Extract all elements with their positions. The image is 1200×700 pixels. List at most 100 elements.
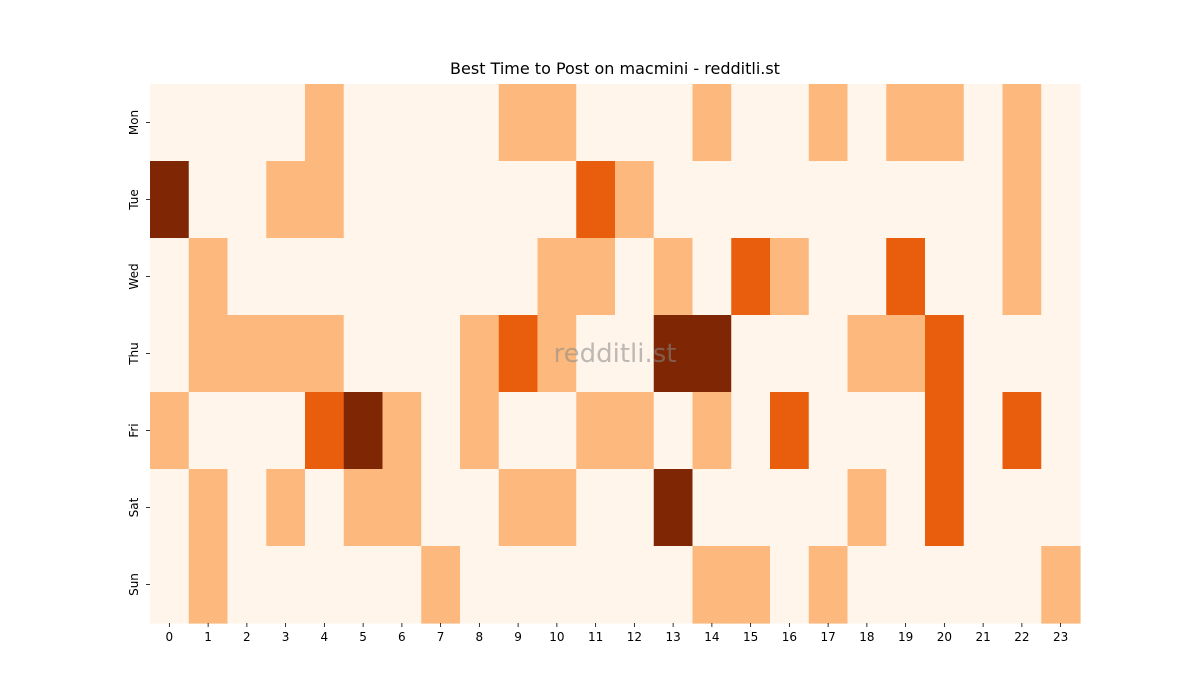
heatmap-cell-thu-16 bbox=[770, 315, 810, 393]
heatmap-cell-fri-5 bbox=[343, 392, 384, 470]
heatmap-cell-fri-16 bbox=[770, 392, 810, 470]
heatmap-cell-tue-4 bbox=[305, 161, 345, 239]
heatmap-cell-sat-12 bbox=[615, 469, 655, 547]
heatmap-cell-thu-13 bbox=[653, 315, 694, 393]
heatmap-cell-tue-1 bbox=[188, 161, 229, 239]
heatmap-cell-sat-22 bbox=[1002, 469, 1042, 547]
heatmap-cell-mon-1 bbox=[188, 84, 229, 162]
heatmap-cell-mon-3 bbox=[266, 84, 306, 162]
heatmap-cell-thu-2 bbox=[227, 315, 267, 393]
heatmap-cell-tue-0 bbox=[150, 161, 190, 239]
heatmap-cell-wed-23 bbox=[1041, 238, 1081, 316]
heatmap-cell-sun-2 bbox=[227, 546, 267, 624]
heatmap-cell-wed-0 bbox=[150, 238, 190, 316]
heatmap-cell-wed-3 bbox=[266, 238, 306, 316]
x-tick-label: 8 bbox=[476, 630, 484, 644]
heatmap-cell-sun-19 bbox=[886, 546, 926, 624]
x-tick-label: 22 bbox=[1014, 630, 1029, 644]
x-tick-label: 16 bbox=[782, 630, 797, 644]
heatmap-cell-fri-1 bbox=[188, 392, 229, 470]
heatmap-cell-sat-3 bbox=[266, 469, 306, 547]
heatmap-cell-mon-0 bbox=[150, 84, 190, 162]
heatmap-cell-sat-10 bbox=[537, 469, 577, 547]
x-tick-label: 2 bbox=[243, 630, 251, 644]
heatmap-cell-sat-15 bbox=[731, 469, 771, 547]
x-tick-label: 0 bbox=[166, 630, 174, 644]
heatmap-cell-fri-20 bbox=[925, 392, 965, 470]
heatmap-cell-fri-4 bbox=[305, 392, 345, 470]
heatmap-cell-wed-17 bbox=[808, 238, 849, 316]
x-tick-label: 3 bbox=[282, 630, 290, 644]
heatmap-cell-sun-9 bbox=[498, 546, 539, 624]
x-tick-label: 12 bbox=[627, 630, 642, 644]
x-tick-label: 13 bbox=[665, 630, 680, 644]
heatmap-cell-sun-14 bbox=[692, 546, 732, 624]
heatmap-cell-mon-22 bbox=[1002, 84, 1042, 162]
heatmap-cell-thu-10 bbox=[537, 315, 577, 393]
heatmap-cell-thu-1 bbox=[188, 315, 229, 393]
heatmap-cell-sat-5 bbox=[343, 469, 384, 547]
heatmap-cell-thu-3 bbox=[266, 315, 306, 393]
y-tick-label: Tue bbox=[127, 189, 141, 211]
x-tick-label: 19 bbox=[898, 630, 913, 644]
heatmap-cell-sat-1 bbox=[188, 469, 229, 547]
heatmap-cell-sat-4 bbox=[305, 469, 345, 547]
heatmap-cell-mon-17 bbox=[808, 84, 849, 162]
heatmap-cell-fri-23 bbox=[1041, 392, 1081, 470]
heatmap-cell-fri-22 bbox=[1002, 392, 1042, 470]
heatmap-cell-sun-7 bbox=[421, 546, 461, 624]
heatmap-cell-sat-9 bbox=[498, 469, 539, 547]
heatmap-cell-sat-14 bbox=[692, 469, 732, 547]
heatmap-cell-tue-11 bbox=[576, 161, 616, 239]
heatmap-cell-fri-14 bbox=[692, 392, 732, 470]
heatmap-cell-tue-19 bbox=[886, 161, 926, 239]
heatmap-cell-mon-6 bbox=[382, 84, 422, 162]
heatmap-cell-thu-21 bbox=[963, 315, 1004, 393]
heatmap-cell-sat-6 bbox=[382, 469, 422, 547]
heatmap-cell-mon-21 bbox=[963, 84, 1004, 162]
x-tick-label: 10 bbox=[549, 630, 564, 644]
heatmap-cell-sat-19 bbox=[886, 469, 926, 547]
x-tick-label: 23 bbox=[1053, 630, 1068, 644]
heatmap-cell-sun-13 bbox=[653, 546, 694, 624]
heatmap-cell-tue-23 bbox=[1041, 161, 1081, 239]
heatmap-cell-thu-11 bbox=[576, 315, 616, 393]
heatmap-cell-tue-12 bbox=[615, 161, 655, 239]
y-tick-label: Sun bbox=[127, 573, 141, 596]
heatmap-cell-mon-11 bbox=[576, 84, 616, 162]
x-tick-label: 5 bbox=[359, 630, 367, 644]
heatmap-cell-mon-10 bbox=[537, 84, 577, 162]
heatmap-cell-wed-22 bbox=[1002, 238, 1042, 316]
heatmap-cell-mon-15 bbox=[731, 84, 771, 162]
heatmap-cell-wed-15 bbox=[731, 238, 771, 316]
x-tick-label: 11 bbox=[588, 630, 603, 644]
heatmap-cell-sun-6 bbox=[382, 546, 422, 624]
heatmap-cell-fri-19 bbox=[886, 392, 926, 470]
heatmap-cell-wed-13 bbox=[653, 238, 694, 316]
heatmap-cell-sun-12 bbox=[615, 546, 655, 624]
heatmap-cell-tue-22 bbox=[1002, 161, 1042, 239]
heatmap-cell-sat-23 bbox=[1041, 469, 1081, 547]
heatmap-cell-tue-8 bbox=[460, 161, 500, 239]
heatmap-cell-sun-16 bbox=[770, 546, 810, 624]
heatmap-cell-tue-15 bbox=[731, 161, 771, 239]
heatmap-cell-fri-18 bbox=[847, 392, 887, 470]
heatmap-cell-mon-16 bbox=[770, 84, 810, 162]
heatmap-cell-mon-7 bbox=[421, 84, 461, 162]
heatmap-cell-thu-9 bbox=[498, 315, 539, 393]
heatmap-cell-fri-13 bbox=[653, 392, 694, 470]
heatmap-cell-sat-2 bbox=[227, 469, 267, 547]
heatmap-cell-mon-13 bbox=[653, 84, 694, 162]
heatmap-cell-fri-17 bbox=[808, 392, 849, 470]
heatmap-cell-thu-14 bbox=[692, 315, 732, 393]
x-tick-label: 7 bbox=[437, 630, 445, 644]
y-tick-label: Sat bbox=[127, 497, 141, 517]
heatmap-cell-mon-5 bbox=[343, 84, 384, 162]
heatmap-cell-sat-16 bbox=[770, 469, 810, 547]
heatmap-cell-thu-20 bbox=[925, 315, 965, 393]
heatmap-cell-wed-12 bbox=[615, 238, 655, 316]
y-tick-label: Mon bbox=[127, 110, 141, 135]
heatmap-cell-fri-11 bbox=[576, 392, 616, 470]
heatmap-cell-sun-4 bbox=[305, 546, 345, 624]
heatmap-cell-sun-23 bbox=[1041, 546, 1081, 624]
